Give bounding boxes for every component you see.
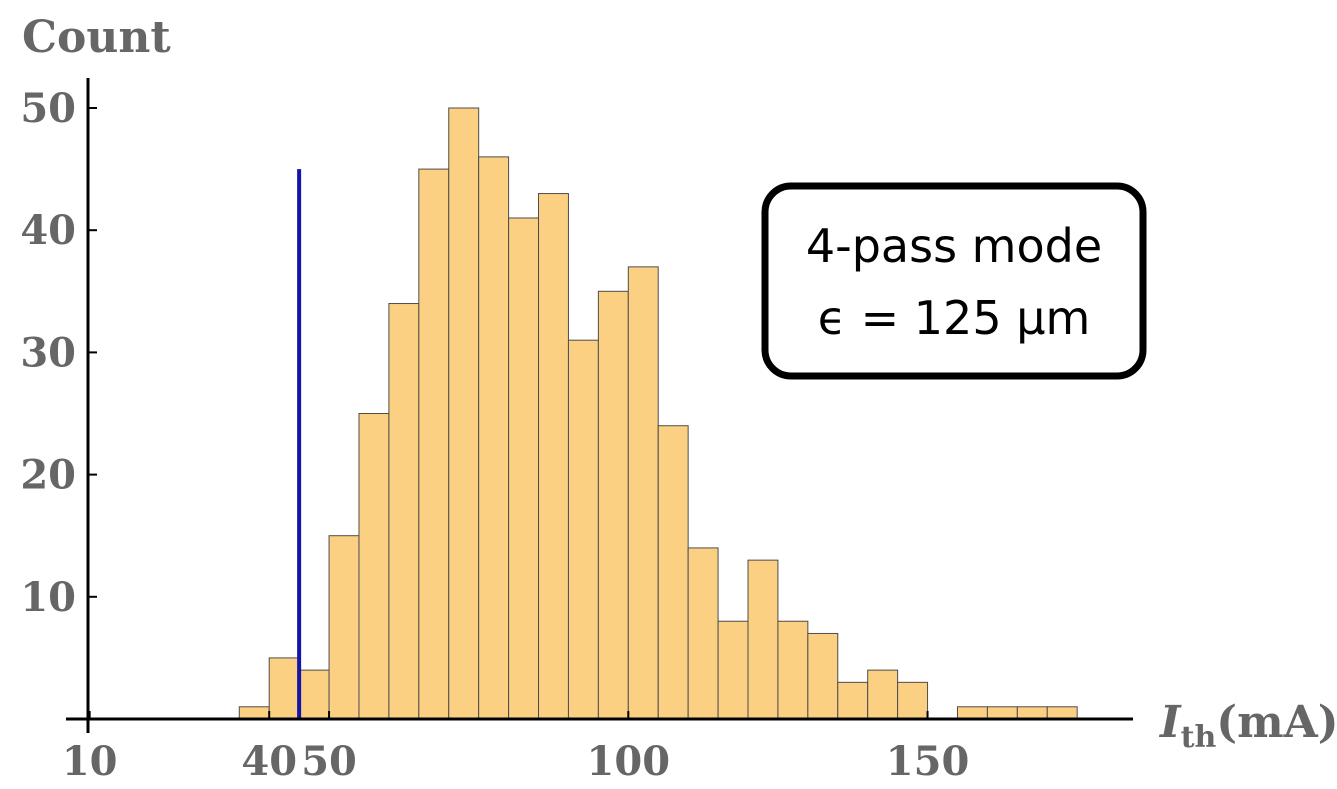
histogram-bar [897, 681, 929, 720]
histogram-bar [328, 535, 360, 720]
x-tick-labels: 10 40 50 100 150 [62, 711, 969, 785]
annotation-frame [761, 182, 1147, 380]
x-axis-label: Ith(mA) [1158, 697, 1337, 755]
y-tick-label: 50 [20, 85, 76, 132]
axes [66, 78, 1133, 733]
histogram-bar [956, 706, 988, 720]
x-tick-label: 50 [301, 738, 357, 785]
annotation-line-2: ϵ = 125 μm [818, 291, 1091, 345]
histogram-bar [508, 217, 540, 720]
histogram-bar [627, 266, 659, 720]
histogram-bar [418, 168, 450, 720]
x-tick-label: 100 [587, 738, 671, 785]
x-axis-label-unit: (mA) [1216, 697, 1337, 748]
histogram-bar [538, 193, 569, 720]
x-tick-label: 40 [241, 738, 297, 785]
x-axis-label-symbol: I [1158, 697, 1182, 748]
y-axis-label: Count [22, 12, 171, 63]
x-axis-label-subscript: th [1181, 720, 1217, 755]
y-tick-label: 10 [20, 574, 76, 621]
histogram-bar [657, 425, 689, 720]
histogram-bar [478, 156, 510, 720]
histogram-bar [388, 303, 420, 720]
histogram-bar [837, 681, 869, 720]
histogram-bar [867, 669, 899, 720]
histogram-bar [567, 339, 599, 720]
y-tick-label: 20 [20, 452, 76, 499]
histogram-bar [717, 620, 749, 720]
histogram-bar [358, 413, 390, 720]
histogram-bar [597, 290, 629, 720]
histogram-bar [747, 559, 779, 720]
annotation-box: 4-pass mode ϵ = 125 μm [761, 182, 1147, 380]
x-tick-label: 150 [886, 738, 970, 785]
histogram-bar [448, 107, 480, 720]
y-tick-labels: 10 20 30 40 50 [20, 85, 97, 621]
histogram-bar [807, 632, 839, 720]
histogram-bar [777, 620, 809, 720]
histogram-bar [268, 657, 300, 720]
histogram-bar [1016, 706, 1048, 720]
histogram-bar [986, 706, 1018, 720]
histogram-bar [238, 706, 270, 720]
histogram-bar [298, 669, 330, 720]
histogram-bar [687, 547, 719, 720]
histogram-bar [1046, 706, 1078, 720]
annotation-line-1: 4-pass mode [806, 219, 1102, 273]
x-tick-label: 10 [62, 738, 118, 785]
y-tick-label: 30 [20, 329, 76, 376]
histogram-bars [238, 107, 1078, 720]
y-tick-label: 40 [20, 207, 76, 254]
